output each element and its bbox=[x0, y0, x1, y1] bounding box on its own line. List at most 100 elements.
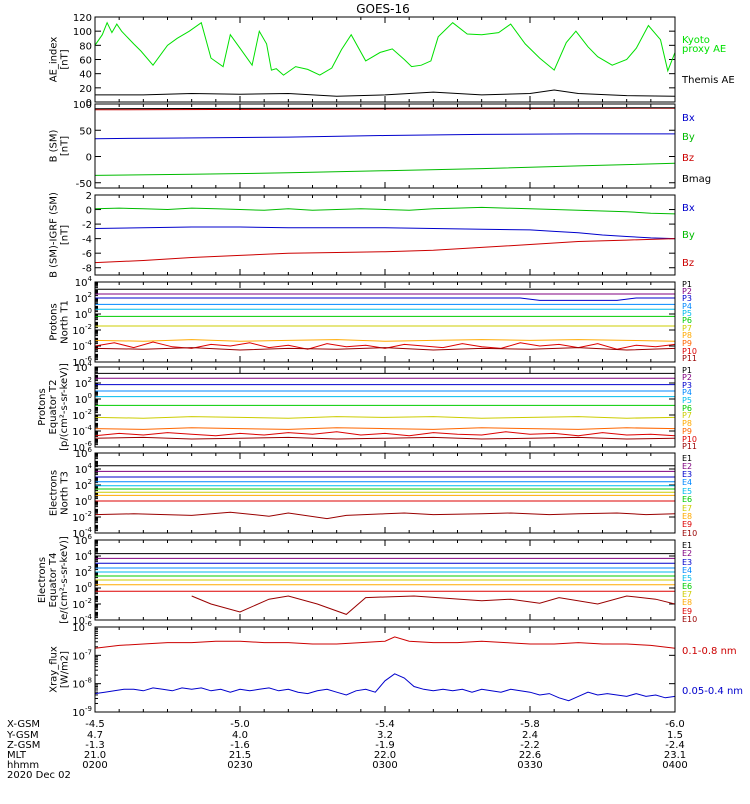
y-label-xray-1: [W/m2] bbox=[60, 651, 71, 688]
legend-protons_t1-p9: P9 bbox=[682, 339, 692, 348]
x-row-label-z-gsm: Z-GSM bbox=[7, 740, 40, 751]
plot-title: GOES-16 bbox=[356, 2, 410, 16]
legend-electrons_t3-e4: E4 bbox=[682, 478, 692, 487]
legend-protons_t1-p7: P7 bbox=[682, 324, 692, 333]
legend-protons_t2-p8: P8 bbox=[682, 419, 692, 428]
y-tick-label-bsm_igrf-4: 0 bbox=[86, 206, 92, 217]
legend-protons_t1-p8: P8 bbox=[682, 331, 692, 340]
series-bsm_igrf-bx bbox=[95, 226, 675, 240]
y-tick-label-ae-1: 20 bbox=[79, 84, 92, 95]
legend-bsm_igrf-bx: Bx bbox=[682, 203, 695, 214]
y-tick-label-bsm-2: 50 bbox=[79, 126, 92, 137]
y-label-protons_t1-0: Protons bbox=[49, 303, 60, 340]
legend-protons_t1-p11: P11 bbox=[682, 354, 697, 363]
legend-bsm_igrf-by: By bbox=[682, 230, 695, 241]
y-tick-label-bsm_igrf-0: -8 bbox=[82, 264, 92, 275]
x-row-value-x-gsm-2: -5.4 bbox=[375, 719, 395, 730]
y-tick-label-bsm_igrf-1: -6 bbox=[82, 249, 92, 260]
legend-electrons_t4-e4: E4 bbox=[682, 566, 692, 575]
x-row-value-y-gsm-0: 4.7 bbox=[87, 730, 103, 741]
x-row-value-y-gsm-1: 4.0 bbox=[232, 730, 248, 741]
series-bsm-bx bbox=[95, 133, 675, 140]
legend-protons_t2-p10: P10 bbox=[682, 435, 697, 444]
y-label-bsm_igrf-1: [nT] bbox=[60, 225, 71, 245]
series-protons_t2-p11 bbox=[95, 436, 675, 440]
series-protons_t1-p8 bbox=[95, 339, 675, 342]
legend-electrons_t3-e5: E5 bbox=[682, 487, 692, 496]
legend-electrons_t3-e9: E9 bbox=[682, 520, 692, 529]
legend-bsm-bz: Bz bbox=[682, 153, 694, 164]
y-tick-label-bsm-0: -50 bbox=[76, 179, 92, 190]
series-xray-0-05-0-4-nm bbox=[95, 673, 675, 702]
y-label-bsm_igrf-0: B (SM)-IGRF (SM) bbox=[49, 192, 60, 278]
legend-protons_t1-p6: P6 bbox=[682, 316, 692, 325]
legend-protons_t2-p11: P11 bbox=[682, 442, 697, 451]
legend-electrons_t4-e2: E2 bbox=[682, 549, 692, 558]
legend-bsm-bmag: Bmag bbox=[682, 174, 711, 185]
y-label-electrons_t3-0: Electrons bbox=[49, 470, 60, 516]
x-row-value-x-gsm-4: -6.0 bbox=[665, 719, 685, 730]
legend-electrons_t4-e5: E5 bbox=[682, 574, 692, 583]
series-protons_t2-p7 bbox=[95, 416, 675, 419]
x-row-value-hhmm-2: 0300 bbox=[372, 760, 397, 771]
y-tick-label-bsm-1: 0 bbox=[86, 153, 92, 164]
y-label-protons_t1-1: North T1 bbox=[60, 300, 71, 344]
legend-ae-kyoto: Kyoto bbox=[682, 35, 710, 46]
y-tick-label-bsm_igrf-3: -2 bbox=[82, 220, 92, 231]
x-row-value-z-gsm-1: -1.6 bbox=[230, 740, 250, 751]
y-tick-label-bsm_igrf-5: 2 bbox=[86, 191, 92, 202]
legend-protons_t2-p5: P5 bbox=[682, 396, 692, 405]
legend-protons_t1-p4: P4 bbox=[682, 302, 692, 311]
x-row-value-hhmm-4: 0400 bbox=[662, 760, 687, 771]
legend-electrons_t4-e1: E1 bbox=[682, 541, 692, 550]
legend-electrons_t4-e7: E7 bbox=[682, 590, 692, 599]
y-label-bsm-1: [nT] bbox=[60, 136, 71, 156]
legend-electrons_t3-e3: E3 bbox=[682, 470, 692, 479]
x-row-value-hhmm-3: 0330 bbox=[517, 760, 542, 771]
legend-protons_t1-p10: P10 bbox=[682, 347, 697, 356]
legend-electrons_t4-e8: E8 bbox=[682, 598, 692, 607]
legend-electrons_t3-e2: E2 bbox=[682, 462, 692, 471]
x-row-value-x-gsm-3: -5.8 bbox=[520, 719, 540, 730]
legend-protons_t2-p4: P4 bbox=[682, 388, 692, 397]
series-protons_t2-p9 bbox=[95, 427, 675, 430]
panel-bsm_igrf: -8 -6 -4 -2 0 2 B (SM)-IGRF (SM) [nT] Bx By Bz bbox=[49, 191, 695, 278]
legend-protons_t2-p7: P7 bbox=[682, 411, 692, 420]
series-protons_t2-p10 bbox=[95, 431, 675, 437]
plot-date: 2020 Dec 02 bbox=[7, 770, 71, 781]
legend-electrons_t4-e6: E6 bbox=[682, 582, 692, 591]
y-tick-label-ae-6: 120 bbox=[73, 13, 92, 24]
x-row-value-mlt-1: 21.5 bbox=[229, 750, 251, 761]
series-protons_t1-p3 bbox=[95, 297, 675, 301]
y-tick-label-bsm-3: 100 bbox=[73, 100, 92, 111]
legend-protons_t2-p9: P9 bbox=[682, 427, 692, 436]
x-axis-group: X-GSM -4.5 -5.0 -5.4 -5.8 -6.0 Y-GSM 4.7 4.0 3.2 2… bbox=[6, 719, 688, 771]
legend-protons_t1-p1: P1 bbox=[682, 280, 692, 289]
legend-electrons_t3-e7: E7 bbox=[682, 504, 692, 513]
legend-bsm-by: By bbox=[682, 132, 695, 143]
legend-electrons_t4-e10: E10 bbox=[682, 615, 697, 624]
series-xray-0-1-0-8-nm bbox=[95, 636, 675, 649]
x-row-value-hhmm-1: 0230 bbox=[227, 760, 252, 771]
y-label-protons_t2-0: Protons bbox=[37, 388, 48, 425]
x-row-value-z-gsm-2: -1.9 bbox=[375, 740, 395, 751]
legend-electrons_t3-e8: E8 bbox=[682, 512, 692, 521]
legend-bsm_igrf-bz: Bz bbox=[682, 258, 694, 269]
y-tick-label-ae-0: 0 bbox=[86, 98, 92, 109]
legend-protons_t1-p2: P2 bbox=[682, 287, 692, 296]
series-bsm_igrf-bz bbox=[95, 238, 675, 264]
y-label-electrons_t4-2: [e/(cm²-s-sr-keV)] bbox=[59, 536, 70, 624]
legend-protons_t1-p3: P3 bbox=[682, 294, 692, 303]
legend-protons_t2-p2: P2 bbox=[682, 373, 692, 382]
legend-electrons_t3-e10: E10 bbox=[682, 529, 697, 538]
x-row-value-x-gsm-1: -5.0 bbox=[230, 719, 250, 730]
x-row-value-mlt-0: 21.0 bbox=[84, 750, 106, 761]
x-row-value-mlt-3: 22.6 bbox=[519, 750, 541, 761]
x-row-value-y-gsm-3: 2.4 bbox=[522, 730, 538, 741]
legend-ae-themis-ae: Themis AE bbox=[681, 75, 735, 86]
panel-bsm: -50 0 50 100 B (SM) [nT] Bx By Bz Bmag bbox=[49, 100, 712, 190]
x-row-label-mlt: MLT bbox=[7, 750, 27, 761]
y-label-xray-0: Xray_flux bbox=[49, 646, 60, 693]
